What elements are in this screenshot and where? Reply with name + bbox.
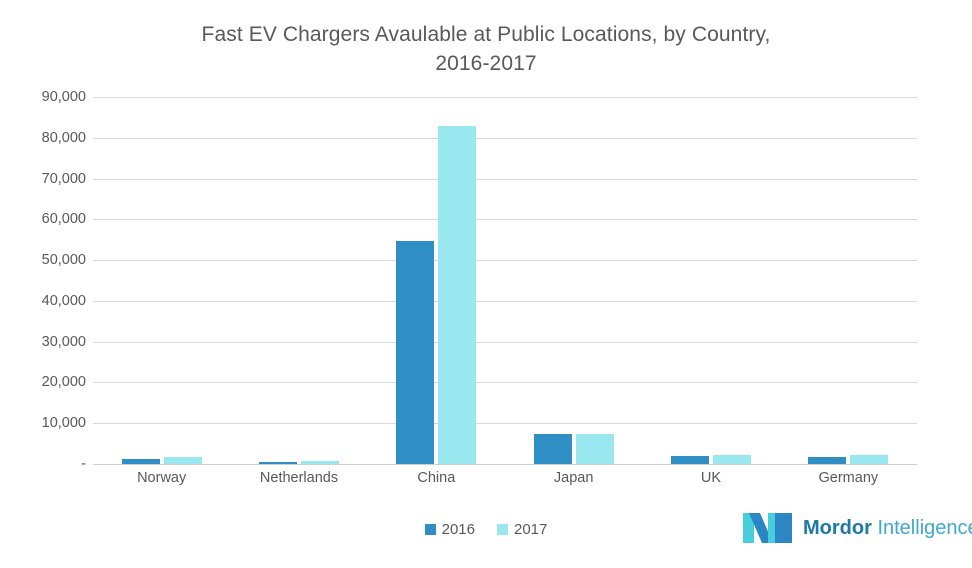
y-axis-tick-label: 90,000 [41, 89, 86, 105]
bar-uk-2017 [713, 455, 751, 464]
y-axis-tick-label: 40,000 [41, 292, 86, 309]
mordor-m-logo-icon [743, 513, 792, 543]
legend-swatch-icon [497, 524, 508, 535]
bar-norway-2017 [163, 457, 202, 464]
gridline [93, 341, 917, 343]
x-axis-label-japan: Japan [553, 470, 594, 486]
bar-uk-2016 [671, 456, 709, 464]
y-axis-tick-label: 80,000 [41, 129, 86, 146]
plot-area [93, 97, 917, 465]
bar-china-2017 [438, 125, 477, 464]
chart-title-line-1: Fast EV Chargers Avaulable at Public Loc… [201, 23, 771, 46]
y-axis-tick-label: 50,000 [41, 252, 86, 269]
y-axis-tick-label: - [81, 456, 86, 472]
legend-label: 2017 [514, 521, 548, 538]
gridline [93, 464, 917, 465]
x-axis-labels: Norway Netherlands China Japan UK Germany [93, 470, 917, 496]
x-axis-label-germany: Germany [818, 470, 879, 486]
x-axis-label-uk: UK [700, 470, 722, 486]
gridline [93, 382, 917, 384]
x-axis-label-netherlands: Netherlands [259, 470, 339, 486]
gridline [93, 97, 917, 98]
logo-word-intelligence: Intelligence [871, 517, 972, 539]
y-axis-labels: - 10,000 20,000 30,000 40,000 50,000 60,000 70,… [0, 89, 86, 472]
gridline [93, 423, 917, 425]
logo-word-mordor: Mordor [803, 517, 872, 539]
bar-china-2016 [396, 240, 435, 464]
bar-japan-2017 [575, 434, 614, 464]
y-axis-tick-label: 60,000 [41, 211, 86, 228]
legend-label: 2016 [441, 521, 475, 538]
gridline [93, 260, 917, 262]
bar-netherlands-2017 [301, 460, 339, 464]
mordor-intelligence-logo: Mordor Intelligence [742, 506, 972, 550]
x-axis-label-china: China [417, 470, 456, 486]
y-axis-tick-label: 30,000 [41, 333, 86, 350]
legend-item-2016[interactable]: 2016 [424, 521, 475, 538]
chart-title: Fast EV Chargers Avaulable at Public Loc… [96, 20, 876, 78]
bar-norway-2016 [121, 458, 160, 464]
gridline [93, 219, 917, 221]
gridline [93, 178, 917, 180]
y-axis-tick-label: 10,000 [41, 415, 86, 432]
legend-swatch-icon [424, 524, 436, 535]
y-axis-tick-label: 70,000 [41, 170, 86, 187]
legend-item-2017[interactable]: 2017 [497, 522, 547, 537]
bar-germany-2016 [808, 457, 847, 464]
gridline [93, 300, 917, 302]
x-axis-label-norway: Norway [137, 470, 187, 486]
bar-japan-2016 [533, 434, 572, 464]
bar-germany-2017 [850, 455, 889, 464]
bar-netherlands-2016 [259, 461, 297, 464]
chart-title-line-2: 2016-2017 [435, 52, 537, 75]
y-axis-tick-label: 20,000 [41, 374, 86, 391]
chart-legend: 2016 2017 [0, 522, 972, 537]
gridline [93, 137, 917, 139]
logo-wordmark: Mordor Intelligence [803, 518, 972, 538]
